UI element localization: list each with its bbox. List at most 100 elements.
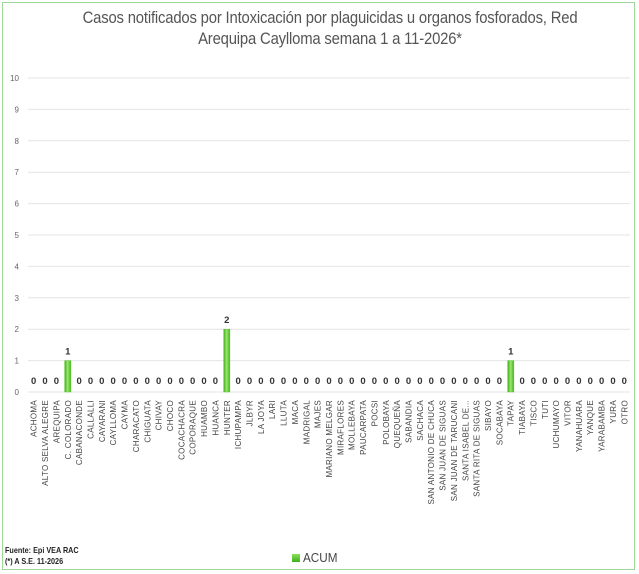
x-tick-label: YURA	[609, 400, 618, 424]
bar	[64, 360, 72, 393]
data-label: 1	[65, 347, 71, 358]
y-tick-label: 3	[15, 294, 20, 303]
data-label: 0	[54, 376, 59, 387]
source-note: Fuente: Epi VEA RAC (*) A S.E. 11-2026	[5, 545, 79, 567]
x-tick-label: SABANDIA	[405, 400, 414, 443]
x-tick-label: CABANACONDE	[75, 400, 84, 465]
x-tick-label: CHARACATO	[132, 400, 141, 452]
x-tick-label: COPORAQUE	[189, 400, 198, 455]
data-label: 0	[235, 376, 240, 387]
x-tick-label: HUNTER	[223, 400, 232, 435]
y-tick-label: 5	[15, 231, 20, 240]
data-label: 0	[610, 376, 615, 387]
y-tick-label: 4	[15, 262, 20, 271]
data-label: 0	[349, 376, 354, 387]
x-tick-label: SANTA ISABEL DE...	[461, 400, 470, 481]
x-tick-label: SAN JUAN DE SIGUAS	[439, 400, 448, 491]
x-tick-label: MADRIGAL	[302, 400, 311, 444]
data-label: 0	[145, 376, 150, 387]
data-label: 0	[440, 376, 445, 387]
data-label: 0	[270, 376, 275, 387]
data-label: 0	[372, 376, 377, 387]
data-label: 0	[281, 376, 286, 387]
y-tick-label: 7	[15, 168, 20, 177]
data-label: 0	[451, 376, 456, 387]
x-tick-label: HUAMBO	[200, 400, 209, 437]
chart-title: Casos notificados por Intoxicación por p…	[69, 8, 591, 50]
x-tick-label: MIRAFLORES	[336, 400, 345, 455]
x-tick-label: HUANCA	[211, 400, 220, 436]
x-tick-label: CAYMA	[121, 400, 130, 430]
x-tick-label: TAPAY	[507, 400, 516, 426]
x-tick-label: CHIVAY	[155, 400, 164, 431]
data-label: 0	[76, 376, 81, 387]
x-tick-label: ALTO SELVA ALEGRE	[41, 400, 50, 486]
x-tick-label: PAUCARPATA	[359, 400, 368, 455]
data-label: 0	[167, 376, 172, 387]
x-tick-label: YARABAMBA	[598, 400, 607, 452]
x-tick-label: C. COLORADO	[64, 400, 73, 459]
data-label: 1	[508, 347, 514, 358]
data-label: 0	[485, 376, 490, 387]
data-label: 0	[42, 376, 47, 387]
data-label: 0	[542, 376, 547, 387]
x-tick-label: SAN ANTONIO DE CHUCA	[427, 400, 436, 505]
x-tick-label: TUTI	[541, 400, 550, 419]
x-tick-label: MACA	[291, 400, 300, 425]
source-line-1: Fuente: Epi VEA RAC	[5, 545, 79, 555]
x-tick-label: AREQUIPA	[52, 400, 61, 444]
gridlines	[28, 77, 630, 393]
x-tick-label: COCACHACRA	[177, 400, 186, 460]
data-label: 0	[497, 376, 502, 387]
x-tick-label: CALLALLI	[86, 400, 95, 439]
data-label: 0	[474, 376, 479, 387]
x-tick-label: MARIANO MELGAR	[325, 400, 334, 478]
data-label: 0	[31, 376, 36, 387]
y-tick-label: 10	[10, 74, 19, 83]
data-label: 0	[395, 376, 400, 387]
x-tick-label: ICHUPAMPA	[234, 400, 243, 449]
data-label: 0	[429, 376, 434, 387]
bars	[64, 328, 515, 393]
x-tick-label: LARI	[268, 400, 277, 419]
x-tick-label: CAYARANI	[98, 400, 107, 442]
x-tick-label: TIABAYA	[518, 400, 527, 435]
y-axis-ticks: 0 1 2 3 4 5 6 7 8 9 10	[10, 74, 19, 397]
x-axis-ticks: ACHOMA ALTO SELVA ALEGRE AREQUIPA C. COLORA…	[30, 400, 630, 505]
data-label: 0	[156, 376, 161, 387]
data-label: 0	[201, 376, 206, 387]
x-tick-label: VITOR	[564, 400, 573, 426]
x-tick-label: TISCO	[529, 400, 538, 426]
data-label: 0	[304, 376, 309, 387]
data-label: 0	[576, 376, 581, 387]
data-label: 0	[588, 376, 593, 387]
x-tick-label: MAJES	[314, 400, 323, 428]
chart-title-line-2: Arequipa Caylloma semana 1 a 11-2026*	[198, 30, 462, 48]
y-tick-label: 9	[15, 105, 20, 114]
data-label: 0	[315, 376, 320, 387]
data-labels: 0 0 010 0 0 0 0 0 0 0 0 0 0 0 020 0 0 0 0 0 0 0 0 0 0 0 0 0 0 0 0 0 0 0 0 0…	[31, 315, 627, 387]
data-label: 0	[111, 376, 116, 387]
data-label: 0	[292, 376, 297, 387]
data-label: 0	[463, 376, 468, 387]
x-tick-label: MOLLEBAYA	[348, 400, 357, 450]
x-tick-label: LA JOYA	[257, 400, 266, 434]
x-tick-label: SIBAYO	[484, 400, 493, 431]
x-tick-label: ACHOMA	[30, 400, 39, 437]
data-label: 0	[554, 376, 559, 387]
data-label: 0	[360, 376, 365, 387]
legend-label: ACUM	[303, 550, 338, 565]
data-label: 0	[326, 376, 331, 387]
data-label: 0	[622, 376, 627, 387]
data-label: 0	[133, 376, 138, 387]
data-label: 0	[99, 376, 104, 387]
data-label: 0	[213, 376, 218, 387]
data-label: 0	[417, 376, 422, 387]
x-tick-label: JLBYR	[245, 400, 254, 426]
x-tick-label: QUEQUEÑA	[393, 400, 402, 449]
data-label: 0	[190, 376, 195, 387]
x-tick-label: CAYLLOMA	[109, 400, 118, 446]
bar	[223, 328, 231, 393]
